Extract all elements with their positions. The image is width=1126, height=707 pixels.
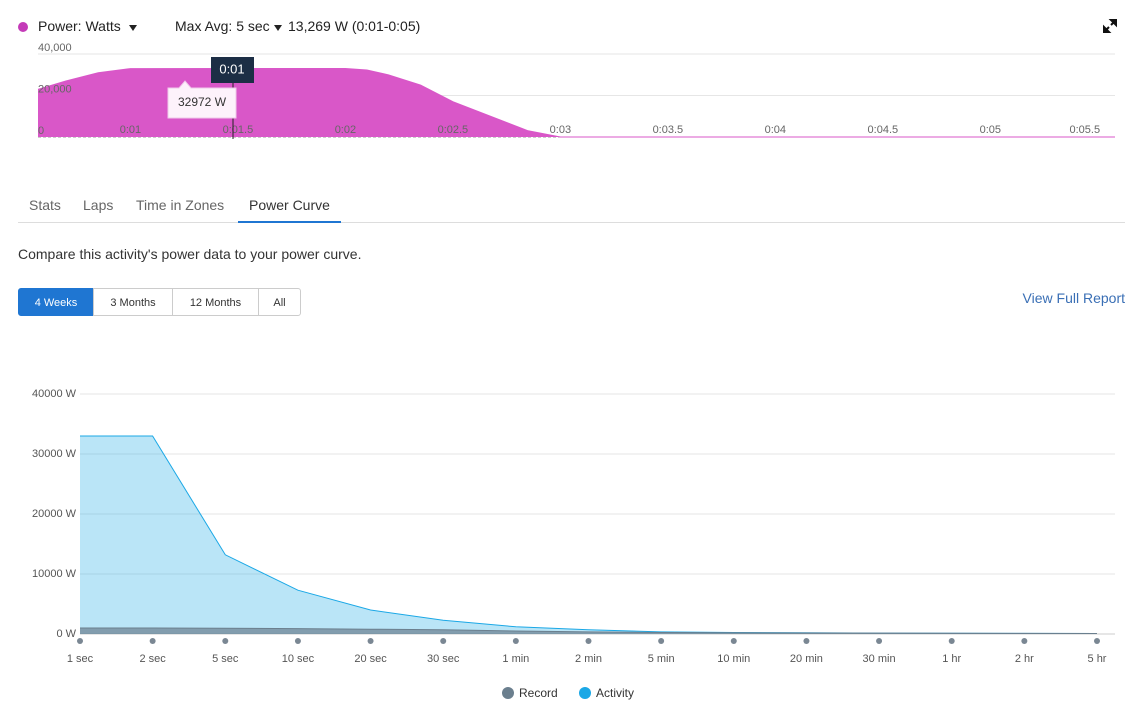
y-tick-label: 40,000 (38, 42, 72, 54)
tab[interactable]: Power Curve (249, 197, 330, 213)
tooltip-box (167, 80, 237, 119)
x-tick-dot (222, 638, 229, 644)
x-tick-label: 30 sec (427, 653, 460, 665)
x-tick-label: 1 hr (942, 653, 961, 665)
range-button[interactable]: 12 Months (172, 288, 259, 316)
x-tick-dot (730, 638, 737, 644)
x-tick-dot (658, 638, 665, 644)
y-tick-label: 30000 W (32, 448, 77, 460)
area-fill (38, 68, 1115, 137)
x-tick-label: 1 min (502, 653, 529, 665)
legend-swatch (502, 687, 514, 699)
x-tick-label: 30 min (863, 653, 896, 665)
cursor-label: 0:01 (219, 61, 244, 76)
x-tick-label: 20 min (790, 653, 823, 665)
max-avg-select[interactable]: Max Avg: 5 sec (175, 18, 282, 34)
x-tick-label: 0:04 (765, 124, 786, 136)
expand-icon[interactable] (1103, 19, 1117, 33)
area-fill (80, 436, 1097, 634)
tab[interactable]: Laps (83, 197, 114, 213)
dropdown-arrow (128, 25, 137, 31)
x-tick-dot (585, 638, 592, 644)
metric-select[interactable]: Power: Watts (38, 18, 137, 34)
legend-item[interactable]: Activity (579, 686, 634, 700)
metric-dot (18, 22, 28, 32)
area-line (37, 68, 1115, 138)
y-tick-label: 40000 W (32, 388, 77, 400)
x-tick-dot (367, 638, 374, 644)
y-tick-label: 20000 W (32, 508, 77, 520)
area-fill (80, 628, 1097, 634)
range-button[interactable]: 4 Weeks (18, 288, 94, 316)
description: Compare this activity's power data to yo… (18, 246, 362, 262)
x-tick-label: 20 sec (354, 653, 387, 665)
x-tick-dot (440, 638, 447, 644)
range-button[interactable]: 3 Months (93, 288, 173, 316)
tab-divider (18, 222, 1125, 223)
x-tick-label: 0:03 (550, 124, 571, 136)
x-tick-label: 2 min (575, 653, 602, 665)
area-line (80, 627, 1098, 634)
dropdown-arrow (273, 25, 282, 31)
legend-item[interactable]: Record (502, 686, 558, 700)
x-tick-label: 1 sec (67, 653, 94, 665)
metric-label: Power: Watts (38, 18, 121, 34)
x-tick-label: 0:02.5 (438, 124, 469, 136)
x-tick-dot (149, 638, 156, 644)
x-tick-label: 0:02 (335, 124, 356, 136)
x-tick-dot (803, 638, 810, 644)
legend-label: Activity (596, 686, 634, 700)
x-tick-label: 5 hr (1088, 653, 1107, 665)
x-tick-label: 0:05 (980, 124, 1001, 136)
y-tick-label: 20,000 (38, 83, 72, 95)
x-tick-label: 5 sec (212, 653, 239, 665)
x-tick-label: 0:01.5 (223, 124, 254, 136)
legend-label: Record (519, 686, 558, 700)
y-tick-label: 10000 W (32, 568, 77, 580)
x-tick-label: 10 min (717, 653, 750, 665)
x-tick-dot (948, 638, 955, 644)
x-tick-label: 0:04.5 (868, 124, 899, 136)
x-tick-label: 0:01 (120, 124, 141, 136)
x-tick-dot (512, 638, 519, 644)
view-full-report[interactable]: View Full Report (1022, 290, 1125, 306)
tab[interactable]: Time in Zones (136, 197, 225, 213)
x-tick-dot (1021, 638, 1028, 644)
x-tick-dot (294, 638, 301, 644)
legend-swatch (579, 687, 591, 699)
x-tick-dot (1094, 638, 1100, 644)
x-tick-dot (77, 638, 83, 644)
tooltip-label: 32972 W (178, 95, 227, 109)
x-tick-label: 0:03.5 (653, 124, 684, 136)
x-tick-label: 10 sec (282, 653, 315, 665)
x-tick-label: 5 min (648, 653, 675, 665)
x-tick-label: 2 hr (1015, 653, 1034, 665)
x-tick-label: 2 sec (139, 653, 166, 665)
y-tick-label: 0 (38, 125, 44, 137)
x-tick-label: 0:05.5 (1070, 124, 1101, 136)
tab-underline (238, 221, 341, 223)
cursor-box (211, 57, 254, 83)
y-tick-label: 0 W (56, 628, 76, 640)
tab[interactable]: Stats (29, 197, 61, 213)
max-avg-value: 13,269 W (0:01-0:05) (288, 18, 421, 34)
max-avg-label: Max Avg: 5 sec (175, 18, 270, 34)
range-button[interactable]: All (258, 288, 301, 316)
x-tick-dot (876, 638, 883, 644)
